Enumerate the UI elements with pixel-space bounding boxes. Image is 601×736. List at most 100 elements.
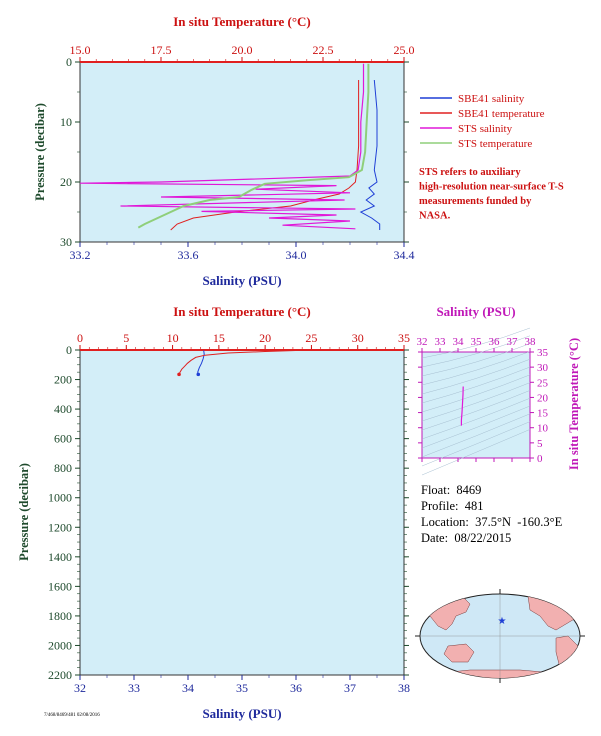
ts-temperature-tick-label: 15 xyxy=(537,408,549,420)
profile-number: Profile: 481 xyxy=(421,499,484,513)
salinity-tick-label: 33.6 xyxy=(178,248,199,262)
ts-salinity-tick-label: 34 xyxy=(453,336,465,348)
ts-temperature-tick-label: 10 xyxy=(537,423,549,435)
ts-profile-line xyxy=(460,386,464,426)
ts-density-contour xyxy=(421,413,531,458)
sts-note-line: high-resolution near-surface T-S xyxy=(419,182,564,193)
top-plot-area xyxy=(79,61,405,243)
temperature-tick-label: 30 xyxy=(352,331,364,345)
ts-temperature-tick-label: 20 xyxy=(537,392,549,404)
temperature-tick-label: 5 xyxy=(123,331,129,345)
map-australia-continent xyxy=(443,643,475,663)
salinity-tick-label: 36 xyxy=(290,681,302,695)
ts-density-contour xyxy=(421,327,531,359)
ts-salinity-tick-label: 32 xyxy=(417,336,428,348)
ts-ticks: 32 33 34 35 36 37 38 0 5 10 15 20 25 30 35 xyxy=(417,336,549,465)
temperature-tick-label: 15.0 xyxy=(70,43,91,57)
ts-salinity-tick-label: 38 xyxy=(525,336,537,348)
bottom-pressure-axis-label: Pressure (decibar) xyxy=(17,463,31,561)
top-chart-series xyxy=(79,63,381,231)
bottom-temperature-axis-label: In situ Temperature (°C) xyxy=(173,304,311,319)
temperature-tick-label: 25 xyxy=(305,331,317,345)
top-salinity-axis-label: Salinity (PSU) xyxy=(202,273,281,288)
ts-density-contour xyxy=(421,374,531,413)
temperature-tick-label: 15 xyxy=(213,331,225,345)
sts-note-line: measurements funded by xyxy=(419,196,532,207)
pressure-tick-label: 800 xyxy=(54,461,72,475)
ts-series xyxy=(460,386,464,426)
legend-label-sts-salinity: STS salinity xyxy=(458,123,513,135)
series-temperature xyxy=(178,349,300,375)
float-info-panel: Float: 8469 Profile: 481 Location: 37.5°… xyxy=(421,482,562,546)
date: Date: 08/22/2015 xyxy=(421,531,512,545)
ts-temperature-axis-label: In situ Temperature (°C) xyxy=(567,338,581,470)
top-temperature-axis-label: In situ Temperature (°C) xyxy=(173,14,311,29)
salinity-tick-label: 33 xyxy=(128,681,140,695)
ts-temperature-tick-label: 35 xyxy=(537,347,549,359)
pressure-tick-label: 10 xyxy=(60,115,72,129)
ts-temperature-tick-label: 0 xyxy=(537,453,543,465)
top-pressure-axis-label: Pressure (decibar) xyxy=(33,103,47,201)
salinity-tick-label: 37 xyxy=(344,681,356,695)
salinity-tick-label: 34.4 xyxy=(394,248,415,262)
series-salinity xyxy=(197,350,205,375)
ts-salinity-tick-label: 35 xyxy=(471,336,483,348)
series-sts-temperature xyxy=(137,63,370,229)
pressure-tick-label: 2200 xyxy=(48,668,72,682)
legend-label-sbe41-salinity: SBE41 salinity xyxy=(458,93,525,105)
pressure-tick-label: 1800 xyxy=(48,609,72,623)
bottom-salinity-axis-label: Salinity (PSU) xyxy=(202,706,281,721)
pressure-tick-label: 600 xyxy=(54,432,72,446)
location: Location: 37.5°N -160.3°E xyxy=(421,515,563,529)
top-chart-ticks: 33.2 33.6 34.0 34.4 15.0 17.5 20.0 22.5 25.0 0 10 2… xyxy=(60,43,415,262)
map-ticks xyxy=(415,589,585,683)
temperature-tick-label: 20.0 xyxy=(232,43,253,57)
temperature-tick-label: 25.0 xyxy=(394,43,415,57)
ts-density-contour xyxy=(421,429,531,476)
salinity-tick-label: 34 xyxy=(182,681,194,695)
ts-density-contour xyxy=(421,397,531,440)
series-sbe41-salinity xyxy=(359,79,381,230)
map-graticule xyxy=(420,594,580,678)
temperature-tick-label: 20 xyxy=(259,331,271,345)
ts-salinity-tick-label: 36 xyxy=(489,336,501,348)
ts-density-contour xyxy=(421,366,531,404)
ts-density-contour xyxy=(421,382,531,422)
series-sbe41-temperature xyxy=(170,80,360,231)
pressure-tick-label: 1200 xyxy=(48,520,72,534)
pressure-tick-label: 1400 xyxy=(48,550,72,564)
ts-density-contour xyxy=(421,335,531,368)
ts-salinity-axis-label: Salinity (PSU) xyxy=(436,304,515,319)
ts-temperature-tick-label: 5 xyxy=(537,438,543,450)
salinity-end-marker xyxy=(196,372,201,377)
bottom-plot-area xyxy=(79,349,405,676)
legend-label-sbe41-temperature: SBE41 temperature xyxy=(458,108,545,120)
ts-density-contour xyxy=(421,358,531,395)
sts-note-line: STS refers to auxiliary xyxy=(419,167,521,178)
pressure-tick-label: 1600 xyxy=(48,579,72,593)
ts-density-contour xyxy=(421,343,531,377)
temperature-tick-label: 10 xyxy=(167,331,179,345)
temperature-end-marker xyxy=(177,372,181,377)
pressure-tick-label: 200 xyxy=(54,373,72,387)
sts-note: STS refers to auxiliary high-resolution n… xyxy=(419,167,564,222)
ts-density-contour xyxy=(421,351,531,386)
sts-note-line: NASA. xyxy=(419,211,451,222)
bottom-chart: In situ Temperature (°C) Salinity (PSU) … xyxy=(17,304,410,721)
top-chart: In situ Temperature (°C) Salinity (PSU) … xyxy=(33,14,415,288)
temperature-tick-label: 35 xyxy=(398,331,410,345)
pressure-tick-label: 2000 xyxy=(48,638,72,652)
float-id: Float: 8469 xyxy=(421,483,482,497)
series-sts-salinity xyxy=(79,63,365,230)
salinity-tick-label: 35 xyxy=(236,681,248,695)
pressure-tick-label: 20 xyxy=(60,175,72,189)
top-legend: SBE41 salinity SBE41 temperature STS sal… xyxy=(420,93,545,150)
ts-density-contour xyxy=(421,390,531,431)
pressure-tick-label: 1000 xyxy=(48,491,72,505)
map-continents xyxy=(420,594,579,678)
temperature-tick-label: 17.5 xyxy=(151,43,172,57)
ts-temperature-tick-label: 25 xyxy=(537,377,549,389)
ts-plot-area xyxy=(421,351,531,459)
bottom-chart-series xyxy=(177,349,300,377)
